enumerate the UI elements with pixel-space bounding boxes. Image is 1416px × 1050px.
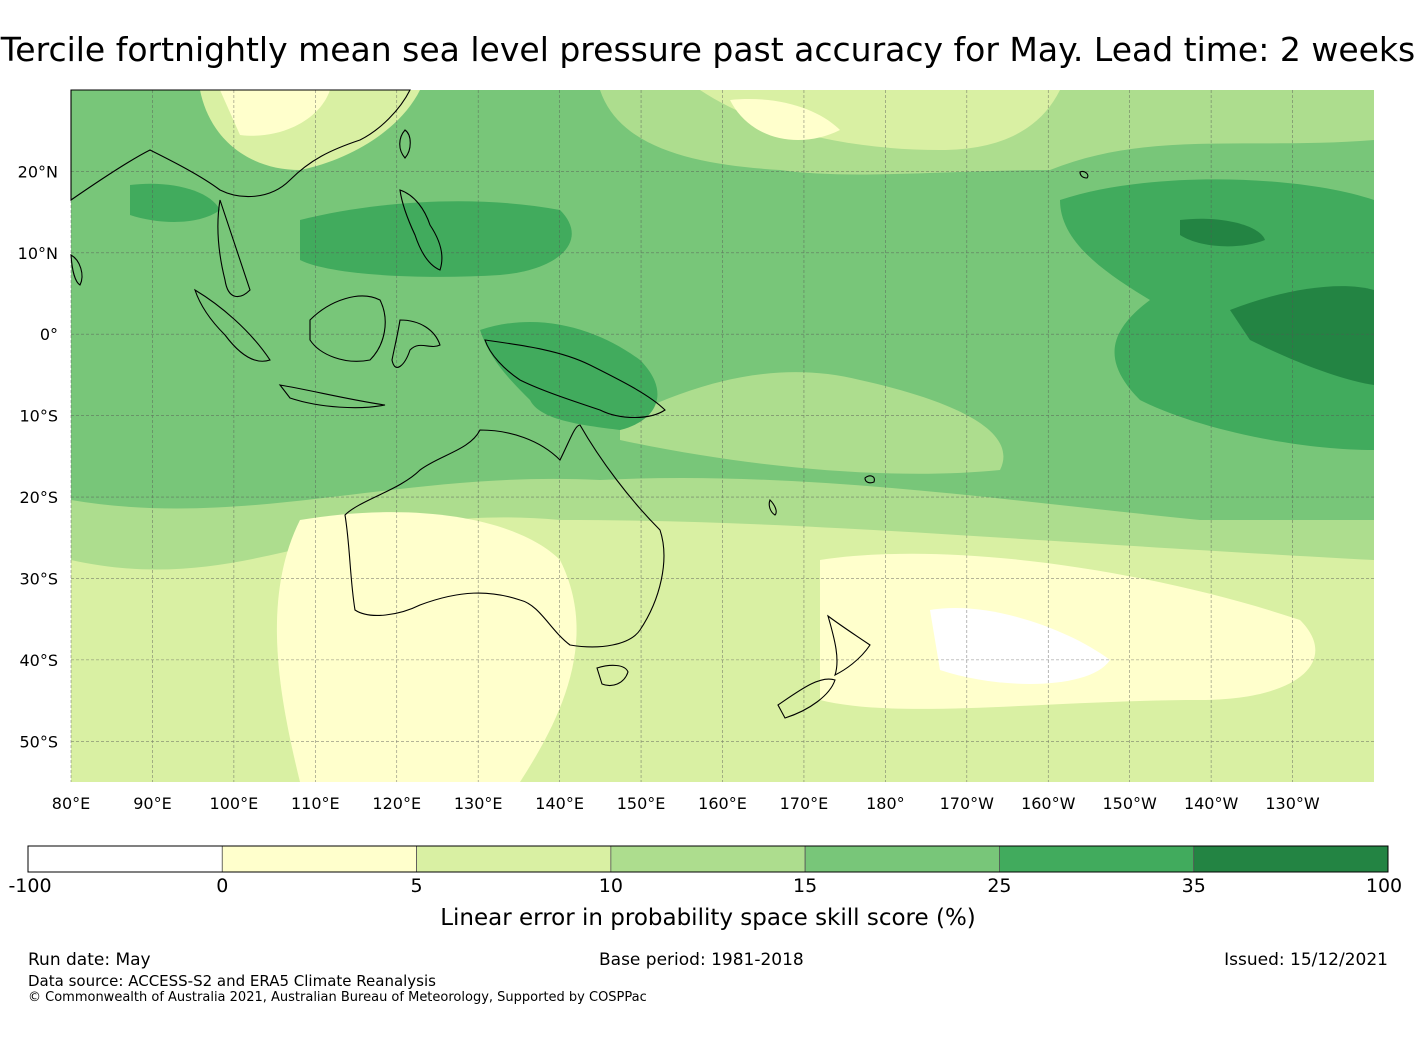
latitude-label: 0° — [40, 325, 58, 344]
longitude-label: 130°W — [1265, 794, 1320, 813]
longitude-label: 170°E — [780, 794, 829, 813]
colorbar-segment — [27, 845, 223, 873]
latitude-labels: 20°N 10°N 0° 10°S 20°S 30°S 40°S 50°S — [18, 162, 58, 751]
copyright: © Commonwealth of Australia 2021, Austra… — [28, 990, 647, 1005]
colorbar-title: Linear error in probability space skill … — [440, 905, 976, 931]
colorbar-label: 10 — [598, 875, 623, 897]
longitude-label: 150°W — [1103, 794, 1158, 813]
longitude-labels: 80°E 90°E 100°E 110°E 120°E 130°E 140°E 150°E 16… — [52, 794, 1320, 813]
colorbar-segment — [416, 845, 612, 873]
colorbar-label: 15 — [793, 875, 818, 897]
colorbar — [27, 845, 1389, 873]
longitude-label: 140°W — [1184, 794, 1239, 813]
longitude-label: 180° — [866, 794, 905, 813]
longitude-label: 80°E — [52, 794, 90, 813]
colorbar-label: 0 — [216, 875, 229, 897]
colorbar-segment — [1193, 845, 1389, 873]
colorbar-border — [27, 845, 1389, 873]
longitude-label: 140°E — [535, 794, 584, 813]
data-source: Data source: ACCESS-S2 and ERA5 Climate … — [28, 972, 436, 990]
map-title: Tercile fortnightly mean sea level press… — [0, 30, 1416, 69]
colorbar-label: 5 — [410, 875, 423, 897]
longitude-label: 150°E — [617, 794, 666, 813]
base-period: Base period: 1981-2018 — [599, 950, 804, 970]
colorbar-segment — [221, 845, 417, 873]
longitude-label: 100°E — [210, 794, 259, 813]
latitude-label: 30°S — [19, 569, 58, 588]
latitude-label: 50°S — [19, 732, 58, 751]
issued-date: Issued: 15/12/2021 — [1224, 950, 1388, 970]
colorbar-label: 25 — [987, 875, 1012, 897]
colorbar-segment — [804, 845, 1000, 873]
colorbar-segment — [610, 845, 806, 873]
longitude-label: 90°E — [133, 794, 171, 813]
map-gridlines — [70, 90, 1374, 782]
latitude-label: 40°S — [19, 651, 58, 670]
colorbar-segment — [999, 845, 1195, 873]
longitude-label: 120°E — [372, 794, 421, 813]
longitude-label: 130°E — [454, 794, 503, 813]
latitude-label: 10°S — [19, 407, 58, 426]
colorbar-label: 35 — [1181, 875, 1206, 897]
latitude-label: 10°N — [18, 244, 58, 263]
latitude-label: 20°N — [18, 162, 58, 181]
run-date: Run date: May — [28, 950, 151, 970]
latitude-label: 20°S — [19, 488, 58, 507]
longitude-label: 110°E — [291, 794, 340, 813]
longitude-label: 170°W — [940, 794, 995, 813]
coastlines — [70, 89, 1089, 719]
colorbar-label: 100 — [1365, 875, 1403, 897]
longitude-label: 160°W — [1021, 794, 1076, 813]
longitude-label: 160°E — [698, 794, 747, 813]
colorbar-label: -100 — [8, 875, 52, 897]
